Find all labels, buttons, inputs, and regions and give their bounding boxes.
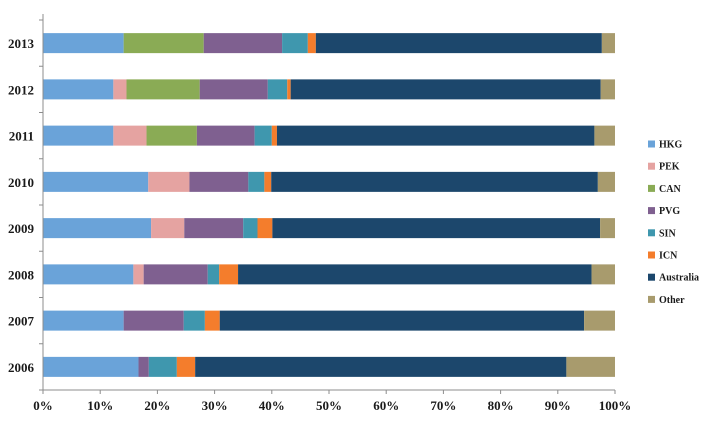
bar-segment-2013-can	[123, 33, 204, 54]
bar-segment-2010-australia	[271, 171, 598, 192]
bar-segment-2011-pek	[113, 125, 147, 146]
bar-segment-2007-other	[584, 310, 615, 331]
bar-segment-2010-pvg	[189, 171, 249, 192]
bar-segment-2007-icn	[204, 310, 220, 331]
bar-segment-2006-hkg	[43, 356, 139, 377]
bar-segment-2006-icn	[176, 356, 196, 377]
bar-segment-2012-pvg	[199, 79, 268, 100]
legend-label-pvg: PVG	[659, 206, 680, 217]
bar-segment-2009-sin	[243, 218, 258, 239]
x-tick-label: 70%	[430, 398, 456, 413]
bar-segment-2008-australia	[238, 264, 592, 285]
x-tick-label: 90%	[545, 398, 571, 413]
bar-segment-2010-hkg	[43, 171, 149, 192]
bar-segment-2010-sin	[248, 171, 265, 192]
legend-swatch-sin	[648, 229, 655, 237]
bar-segment-2008-pek	[133, 264, 144, 285]
bar-segment-2013-sin	[282, 33, 308, 54]
x-tick-label: 80%	[488, 398, 514, 413]
legend-label-sin: SIN	[659, 228, 676, 239]
bar-segment-2008-pvg	[143, 264, 208, 285]
legend-swatch-other	[648, 295, 655, 303]
x-tick-label: 100%	[599, 398, 632, 413]
bar-segment-2012-hkg	[43, 79, 114, 100]
legend-label-pek: PEK	[659, 162, 680, 173]
legend-label-can: CAN	[659, 184, 681, 195]
bar-segment-2011-sin	[254, 125, 272, 146]
bar-segment-2009-australia	[272, 218, 601, 239]
bar-segment-2010-icn	[264, 171, 272, 192]
bar-segment-2008-other	[591, 264, 615, 285]
x-tick-label: 10%	[87, 398, 113, 413]
category-label: 2009	[8, 221, 35, 236]
bar-segment-2008-sin	[207, 264, 220, 285]
category-label: 2013	[8, 36, 35, 51]
bar-segment-2007-pvg	[123, 310, 184, 331]
x-tick-label: 50%	[316, 398, 342, 413]
legend-label-other: Other	[659, 295, 685, 306]
axis-layer: 2013 2012 2011 2010 2009 2008 2007 2006 0% 10% 20%…	[8, 14, 631, 413]
bar-segment-2011-icn	[271, 125, 277, 146]
legend-swatch-icn	[648, 251, 655, 259]
bar-segment-2012-sin	[267, 79, 288, 100]
category-label: 2008	[8, 267, 35, 282]
bar-segment-2012-australia	[290, 79, 601, 100]
bar-segment-2006-australia	[195, 356, 567, 377]
bar-segment-2007-australia	[219, 310, 585, 331]
bar-segment-2009-pvg	[184, 218, 244, 239]
x-tick-label: 30%	[202, 398, 228, 413]
category-label: 2012	[8, 82, 34, 97]
x-tick-label: 20%	[144, 398, 170, 413]
bar-segment-2009-hkg	[43, 218, 152, 239]
category-label: 2011	[9, 129, 34, 144]
legend-swatch-pek	[648, 162, 655, 170]
x-tick-label: 0%	[33, 398, 53, 413]
bar-segment-2009-icn	[257, 218, 273, 239]
bar-segment-2013-hkg	[43, 33, 124, 54]
bar-segment-2013-icn	[307, 33, 316, 54]
bar-segment-2012-icn	[287, 79, 291, 100]
bar-segment-2011-hkg	[43, 125, 114, 146]
bar-segment-2010-other	[597, 171, 615, 192]
legend-swatch-pvg	[648, 207, 655, 215]
bar-segment-2012-can	[126, 79, 200, 100]
legend-swatch-australia	[648, 273, 655, 281]
bar-segment-2009-other	[600, 218, 615, 239]
legend: HKG PEK CAN PVG SIN ICN Australia Other	[648, 140, 699, 306]
legend-label-icn: ICN	[659, 251, 678, 262]
category-label: 2010	[8, 175, 34, 190]
category-label: 2006	[8, 360, 35, 375]
x-tick-label: 60%	[373, 398, 399, 413]
legend-label-hkg: HKG	[659, 140, 683, 151]
bar-segment-2010-pek	[148, 171, 190, 192]
bar-segment-2008-hkg	[43, 264, 134, 285]
category-label: 2007	[8, 314, 35, 329]
bar-segment-2012-other	[600, 79, 615, 100]
bar-segment-2013-other	[601, 33, 615, 54]
bar-segment-2011-australia	[276, 125, 595, 146]
bar-segment-2011-other	[594, 125, 615, 146]
bars-layer	[43, 33, 615, 377]
bar-segment-2006-other	[566, 356, 615, 377]
x-tick-label: 40%	[259, 398, 285, 413]
bar-segment-2013-pvg	[203, 33, 283, 54]
bar-segment-2008-icn	[219, 264, 239, 285]
bar-segment-2007-hkg	[43, 310, 124, 331]
legend-swatch-hkg	[648, 140, 655, 148]
bar-segment-2011-pvg	[196, 125, 255, 146]
bar-segment-2013-australia	[315, 33, 602, 54]
bar-segment-2006-sin	[148, 356, 177, 377]
bar-segment-2011-can	[146, 125, 197, 146]
bar-segment-2012-pek	[113, 79, 127, 100]
legend-label-australia: Australia	[659, 273, 699, 284]
bar-segment-2009-pek	[151, 218, 185, 239]
bar-segment-2007-sin	[183, 310, 205, 331]
bar-segment-2006-pvg	[138, 356, 149, 377]
legend-swatch-can	[648, 184, 655, 192]
